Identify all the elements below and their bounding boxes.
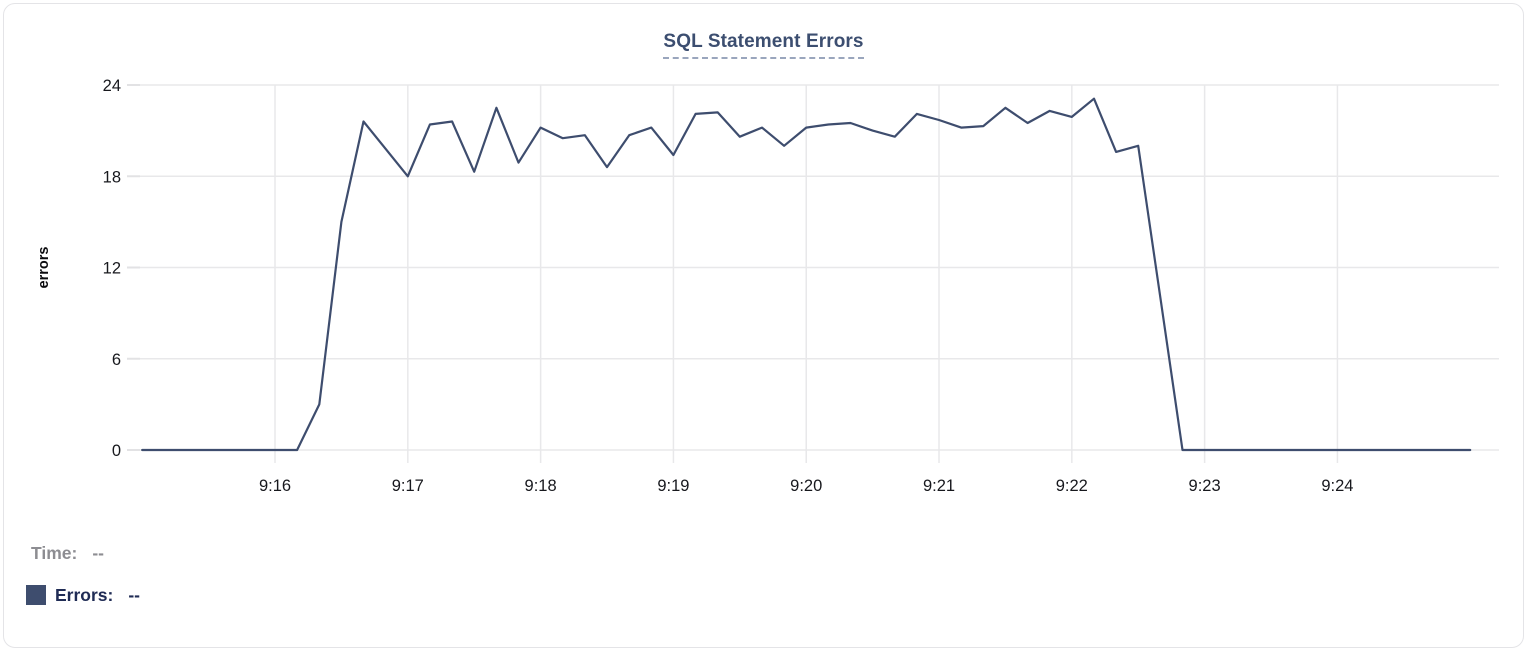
y-tick-label: 6 (112, 351, 121, 369)
x-tick-label: 9:18 (525, 477, 557, 495)
errors-line[interactable] (141, 97, 1472, 452)
errors-line-chart[interactable]: 0 6 12 18 24 9:16 9:17 9:18 9:19 9:20 9:21 9:22 9:23… (4, 4, 1524, 516)
x-tick-label: 9:19 (657, 477, 689, 495)
y-tick-label: 18 (103, 168, 121, 186)
errors-label: Errors: (55, 585, 114, 605)
readout-time-row: Time: -- (26, 542, 140, 564)
x-tick-label: 9:20 (790, 477, 822, 495)
y-axis-title: errors (36, 247, 52, 289)
x-tick-label: 9:16 (259, 477, 291, 495)
time-label: Time: (31, 543, 78, 563)
readout-errors-row: Errors: -- (26, 584, 140, 606)
errors-series-swatch-icon (26, 585, 46, 605)
x-tick-label: 9:17 (392, 477, 424, 495)
x-tick-label: 9:21 (923, 477, 955, 495)
chart-card: SQL Statement Errors 0 6 12 18 24 9:16 9:17 9:1… (3, 3, 1524, 648)
y-tick-label: 24 (103, 77, 121, 95)
errors-value: -- (128, 585, 141, 605)
x-tick-label: 9:22 (1056, 477, 1088, 495)
y-tick-label: 12 (103, 260, 121, 278)
x-tick-label: 9:24 (1321, 477, 1353, 495)
chart-header: SQL Statement Errors (4, 31, 1523, 59)
x-tick-label: 9:23 (1189, 477, 1221, 495)
y-tick-label: 0 (112, 442, 121, 460)
hover-readout: Time: -- Errors: -- (26, 542, 140, 606)
chart-title[interactable]: SQL Statement Errors (663, 31, 864, 59)
time-value: -- (92, 543, 105, 563)
